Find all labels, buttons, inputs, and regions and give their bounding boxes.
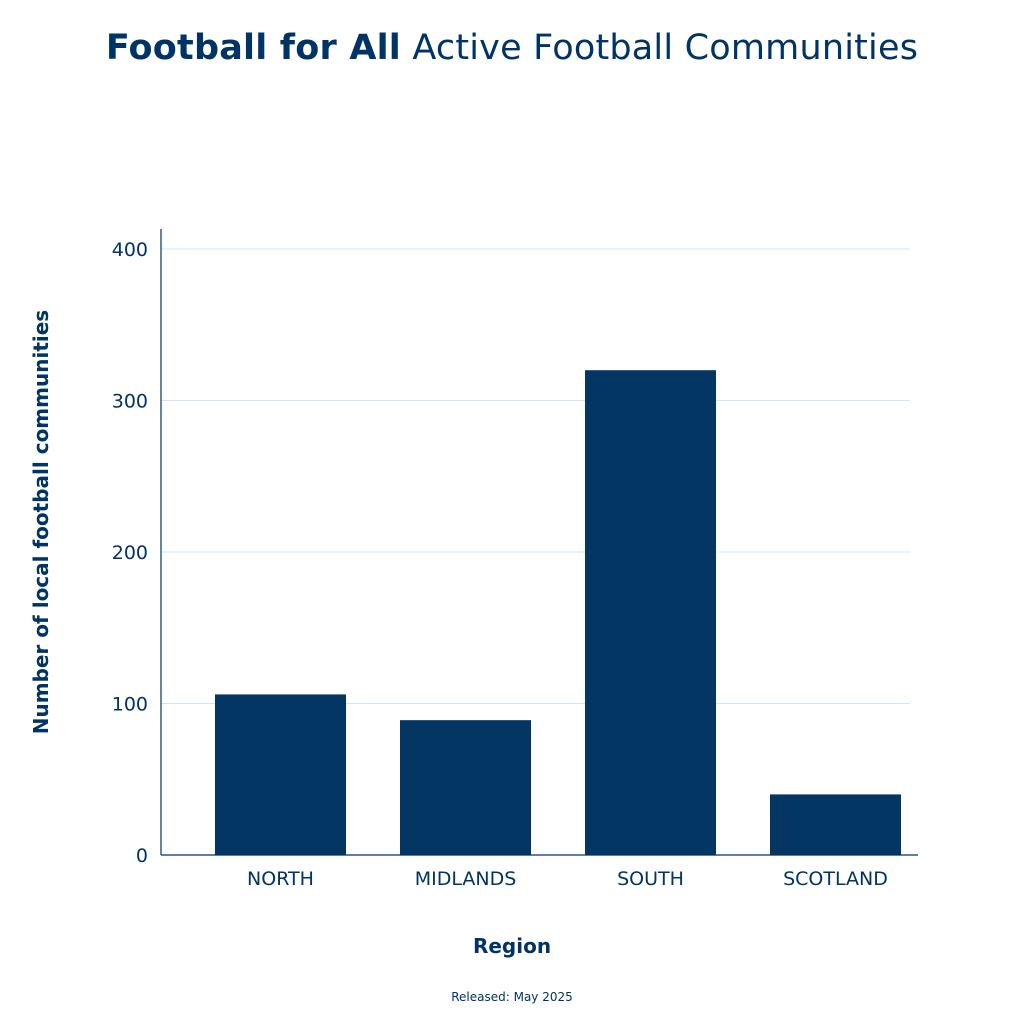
y-tick-label: 300	[112, 391, 148, 413]
chart-title-rest: Active Football Communities	[412, 28, 919, 68]
bar-south	[585, 370, 716, 855]
y-tick-labels: 0 100 200 300 400	[112, 239, 148, 867]
y-tick-label: 400	[112, 239, 148, 261]
release-note: Released: May 2025	[451, 990, 573, 1004]
bar-north	[215, 694, 346, 855]
bar-midlands	[400, 720, 531, 855]
chart-title-bold: Football for All	[105, 28, 402, 68]
x-tick-label: NORTH	[247, 868, 314, 890]
gridlines	[161, 248, 910, 704]
y-tick-label: 100	[112, 694, 148, 716]
axes	[160, 229, 918, 856]
x-tick-labels: NORTH MIDLANDS SOUTH SCOTLAND	[247, 868, 888, 890]
chart-title: Football for All Active Football Communi…	[0, 28, 1024, 68]
x-tick-label: MIDLANDS	[415, 868, 517, 890]
y-tick-label: 200	[112, 542, 148, 564]
bars	[215, 370, 901, 855]
y-tick-label: 0	[136, 845, 148, 867]
x-tick-label: SCOTLAND	[783, 868, 888, 890]
bar-scotland	[770, 794, 901, 855]
x-axis-title: Region	[472, 934, 552, 958]
x-tick-label: SOUTH	[617, 868, 684, 890]
